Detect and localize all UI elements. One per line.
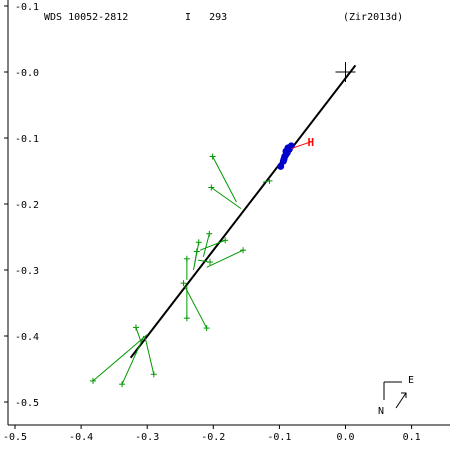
compass-east-label: E — [408, 375, 414, 386]
green-point-1 — [208, 184, 215, 191]
green-residual-11 — [184, 286, 208, 329]
h-residual — [291, 141, 311, 150]
orbit-line — [129, 64, 357, 359]
green-point-5 — [206, 230, 213, 237]
green-point-16 — [89, 377, 96, 384]
green-residual-16 — [92, 334, 148, 382]
blue-point-9 — [277, 162, 285, 170]
green-observation-layer — [89, 153, 273, 388]
x-tick-label-5: 0.0 — [336, 432, 354, 443]
green-point-13 — [132, 324, 139, 331]
green-point-14 — [150, 371, 157, 378]
green-point-11 — [203, 325, 210, 332]
y-tick-label-0: -0.1 — [15, 2, 39, 13]
green-point-6 — [195, 239, 202, 246]
x-tick-label-1: -0.4 — [69, 432, 93, 443]
green-residual-3 — [206, 249, 244, 268]
x-tick-label-3: -0.2 — [201, 432, 225, 443]
axis-ticks: -0.5 -0.4 -0.3 -0.2 -0.1 0.0 0.1 -0.1 -0.0 -0.1 -0… — [3, 2, 421, 443]
y-tick-label-6: -0.5 — [15, 398, 39, 409]
h-point-label: H — [307, 136, 314, 149]
orbit-reference-label: (Zir2013d) — [343, 12, 403, 23]
x-tick-label-0: -0.5 — [3, 432, 27, 443]
green-point-10 — [183, 315, 190, 322]
green-point-0 — [209, 153, 216, 160]
y-tick-label-5: -0.4 — [15, 332, 39, 343]
green-residual-15 — [121, 335, 145, 385]
y-tick-label-2: -0.1 — [15, 134, 39, 145]
h-observation-layer: H — [291, 136, 314, 150]
compass-arrow-head — [401, 392, 407, 398]
green-point-2 — [266, 177, 273, 184]
primary-star-marker — [335, 62, 356, 82]
x-tick-label-2: -0.3 — [135, 432, 159, 443]
x-tick-label-4: -0.1 — [267, 432, 291, 443]
compass: E N — [378, 375, 414, 417]
green-residual-5 — [202, 233, 210, 257]
x-tick-label-6: 0.1 — [403, 432, 421, 443]
y-tick-label-3: -0.2 — [15, 200, 39, 211]
y-tick-label-4: -0.3 — [15, 266, 39, 277]
green-point-8 — [206, 259, 213, 266]
compass-north-label: N — [378, 406, 384, 417]
orbit-layer — [129, 62, 357, 359]
green-residual-14 — [144, 337, 155, 375]
green-residual-4 — [199, 239, 226, 251]
y-tick-label-1: -0.0 — [15, 68, 39, 79]
green-point-15 — [119, 381, 126, 388]
compass-arrow-line — [395, 392, 407, 409]
green-point-7 — [193, 248, 200, 255]
green-point-12 — [180, 280, 187, 287]
green-residual-0 — [212, 156, 237, 203]
green-point-4 — [222, 237, 229, 244]
green-point-9 — [183, 255, 190, 262]
system-id-label: WDS 10052-2812 — [44, 12, 128, 23]
blue-observation-layer — [277, 142, 295, 170]
blue-point-7 — [284, 144, 292, 152]
green-point-3 — [240, 247, 247, 254]
green-residual-1 — [211, 187, 242, 210]
system-code-label: I 293 — [185, 12, 227, 23]
blue-point-8 — [279, 157, 287, 165]
